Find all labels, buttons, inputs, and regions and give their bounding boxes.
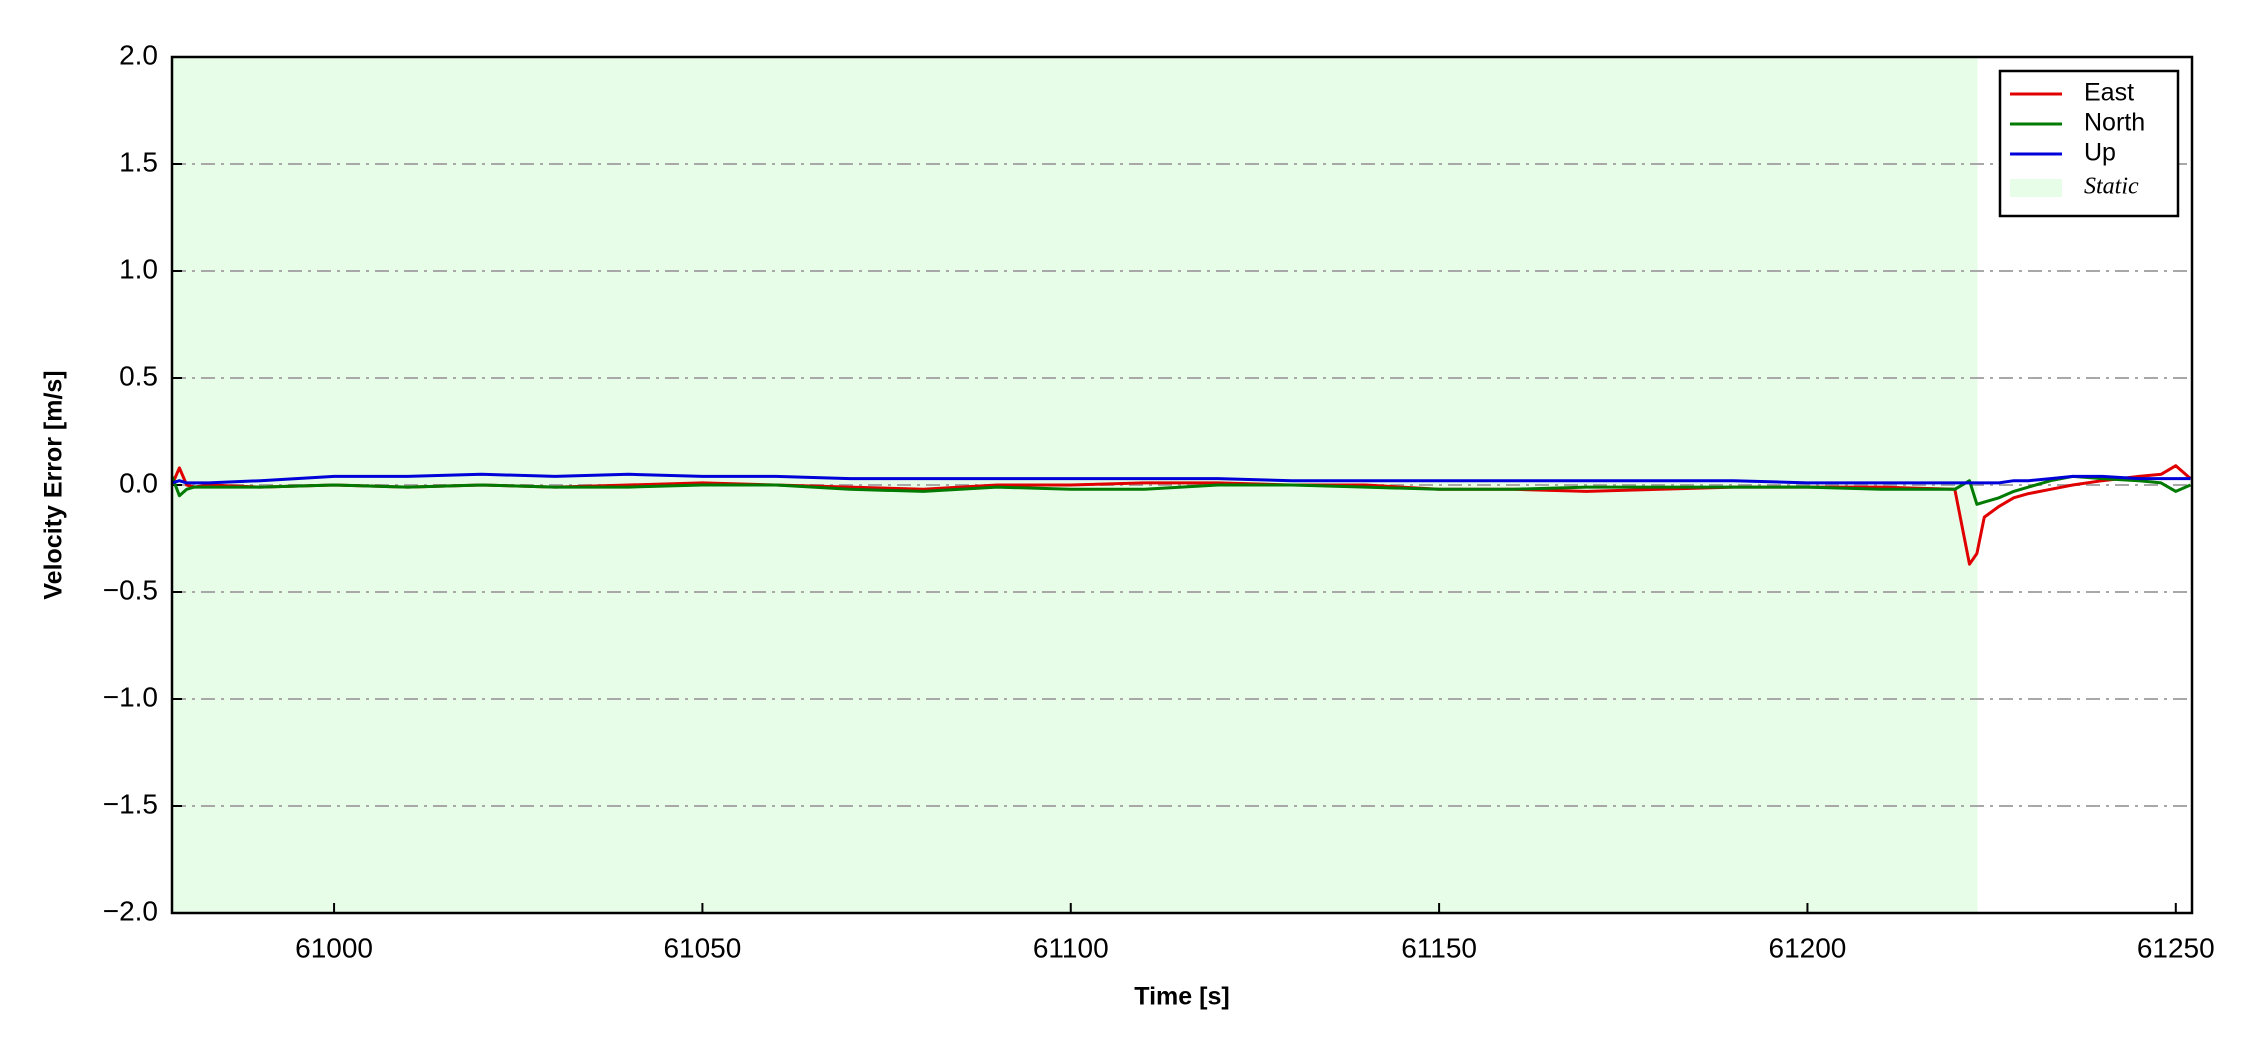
y-tick-label: 1.5	[119, 146, 158, 177]
line-series	[171, 472, 2191, 485]
y-tick-label: −0.5	[103, 574, 158, 605]
legend-label: North	[2084, 109, 2145, 137]
x-tick-label: 61250	[2137, 932, 2215, 963]
y-tick-label: −1.5	[103, 788, 158, 819]
y-tick-label: 2.0	[119, 39, 158, 70]
legend-swatch	[2010, 179, 2062, 197]
y-tick-label: 1.0	[119, 253, 158, 284]
legend-label: East	[2084, 79, 2134, 107]
x-tick-label: 61100	[1033, 932, 1109, 963]
y-tick-label: −2.0	[103, 895, 158, 926]
x-tick-label: 61200	[1769, 932, 1847, 963]
x-tick-label: 61050	[663, 932, 741, 963]
y-axis-label: Velocity Error [m/s]	[40, 370, 68, 599]
x-tick-label: 61000	[295, 932, 373, 963]
legend-label: Up	[2084, 139, 2116, 167]
plot-frame	[170, 55, 2194, 915]
legend-label: Static	[2084, 174, 2139, 200]
x-axis-label: Time [s]	[1134, 983, 1229, 1011]
y-tick-label: −1.0	[103, 681, 158, 712]
y-tick-label: 0.5	[119, 360, 158, 391]
line-series	[170, 474, 2192, 506]
x-tick-label: 61150	[1401, 932, 1477, 963]
y-tick-label: 0.0	[119, 467, 158, 498]
